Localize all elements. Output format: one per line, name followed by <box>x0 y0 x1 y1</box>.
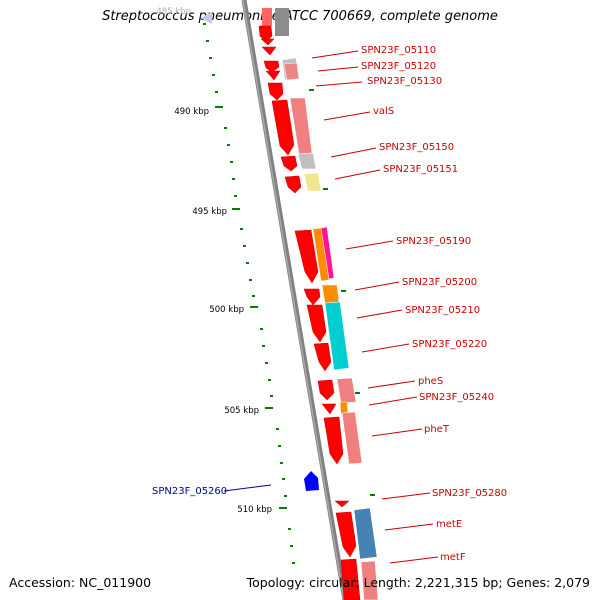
kbp-label: 490 kbp <box>174 107 209 117</box>
gene-label[interactable]: pheT <box>424 424 450 435</box>
feature-block-orange[interactable] <box>339 401 349 415</box>
leader-lines-forward <box>311 50 439 564</box>
gene-label[interactable]: SPN23F_05151 <box>383 164 458 175</box>
feature-block-magenta[interactable] <box>320 226 335 280</box>
feature-block-cyan[interactable] <box>324 301 350 371</box>
forward-gene-arrow[interactable] <box>306 304 327 343</box>
feature-block-khaki[interactable] <box>303 172 322 192</box>
gene-label[interactable]: SPN23F_05210 <box>405 305 480 316</box>
forward-gene-arrow[interactable] <box>340 558 361 600</box>
forward-gene-arrow[interactable] <box>280 155 298 172</box>
forward-gene-arrow[interactable] <box>260 38 275 46</box>
gene-label[interactable]: SPN23F_05130 <box>367 76 442 87</box>
topology-summary: Topology: circular; Length: 2,221,315 bp… <box>246 575 590 590</box>
gene-label-reverse[interactable]: SPN23F_05260 <box>152 486 227 497</box>
forward-gene-arrow[interactable] <box>261 46 277 56</box>
kbp-label: 485 kbp <box>156 7 191 17</box>
gene-label[interactable]: SPN23F_05190 <box>396 236 471 247</box>
feature-block-orange[interactable] <box>312 227 330 282</box>
forward-gene-arrow[interactable] <box>294 229 319 284</box>
forward-gene-arrow[interactable] <box>263 60 280 73</box>
gene-label[interactable]: SPN23F_05150 <box>379 142 454 153</box>
leader-line-reverse <box>223 484 272 492</box>
gene-label[interactable]: SPN23F_05120 <box>361 61 436 72</box>
kbp-label: 495 kbp <box>192 207 227 217</box>
forward-gene-arrow[interactable] <box>321 403 337 415</box>
feature-block-steel[interactable] <box>353 507 378 560</box>
feature-blocks <box>281 57 379 600</box>
kbp-label: 505 kbp <box>224 406 259 416</box>
gene-label[interactable]: SPN23F_05110 <box>361 45 436 56</box>
forward-gene-arrow[interactable] <box>267 82 284 101</box>
tick-ring <box>203 23 375 564</box>
accession-label: Accession: NC_011900 <box>9 575 152 590</box>
reverse-gene-arrow[interactable] <box>200 12 212 24</box>
gene-label[interactable]: pheS <box>418 376 443 387</box>
feature-block-salmon[interactable] <box>341 411 363 465</box>
reverse-gene-arrow[interactable] <box>304 471 319 491</box>
kbp-label: 510 kbp <box>237 505 272 515</box>
genome-title: Streptococcus pneumoniae ATCC 700669, co… <box>102 9 498 24</box>
gene-label[interactable]: SPN23F_05240 <box>419 392 494 403</box>
feature-block-gray[interactable] <box>297 152 317 170</box>
gene-label[interactable]: SPN23F_05220 <box>412 339 487 350</box>
forward-gene-arrow[interactable] <box>335 511 357 558</box>
forward-gene-arrow[interactable] <box>271 99 295 156</box>
gene-label[interactable]: SPN23F_05280 <box>432 488 507 499</box>
forward-gene-arrow[interactable] <box>303 288 321 306</box>
feature-block-gray[interactable] <box>275 8 289 36</box>
gene-label[interactable]: metE <box>436 519 462 530</box>
genome-backbone <box>241 0 348 600</box>
gene-label[interactable]: metF <box>440 552 466 563</box>
kbp-ticks <box>215 106 287 509</box>
feature-block-salmon[interactable] <box>360 560 379 600</box>
forward-gene-arrow[interactable] <box>313 342 332 372</box>
feature-block-salmon[interactable] <box>336 377 357 404</box>
forward-gene-arrow[interactable] <box>284 175 302 194</box>
forward-gene-arrow[interactable] <box>262 8 272 26</box>
forward-gene-arrow[interactable] <box>323 416 344 465</box>
gene-label[interactable]: SPN23F_05200 <box>402 277 477 288</box>
forward-gene-arrow[interactable] <box>265 70 281 81</box>
feature-block-orange[interactable] <box>321 284 340 304</box>
forward-gene-arrow[interactable] <box>334 500 350 508</box>
forward-genes <box>258 25 361 600</box>
kbp-label: 500 kbp <box>209 305 244 315</box>
feature-block-salmon[interactable] <box>283 62 300 81</box>
gene-label[interactable]: valS <box>373 106 394 117</box>
forward-gene-arrow[interactable] <box>317 379 335 401</box>
